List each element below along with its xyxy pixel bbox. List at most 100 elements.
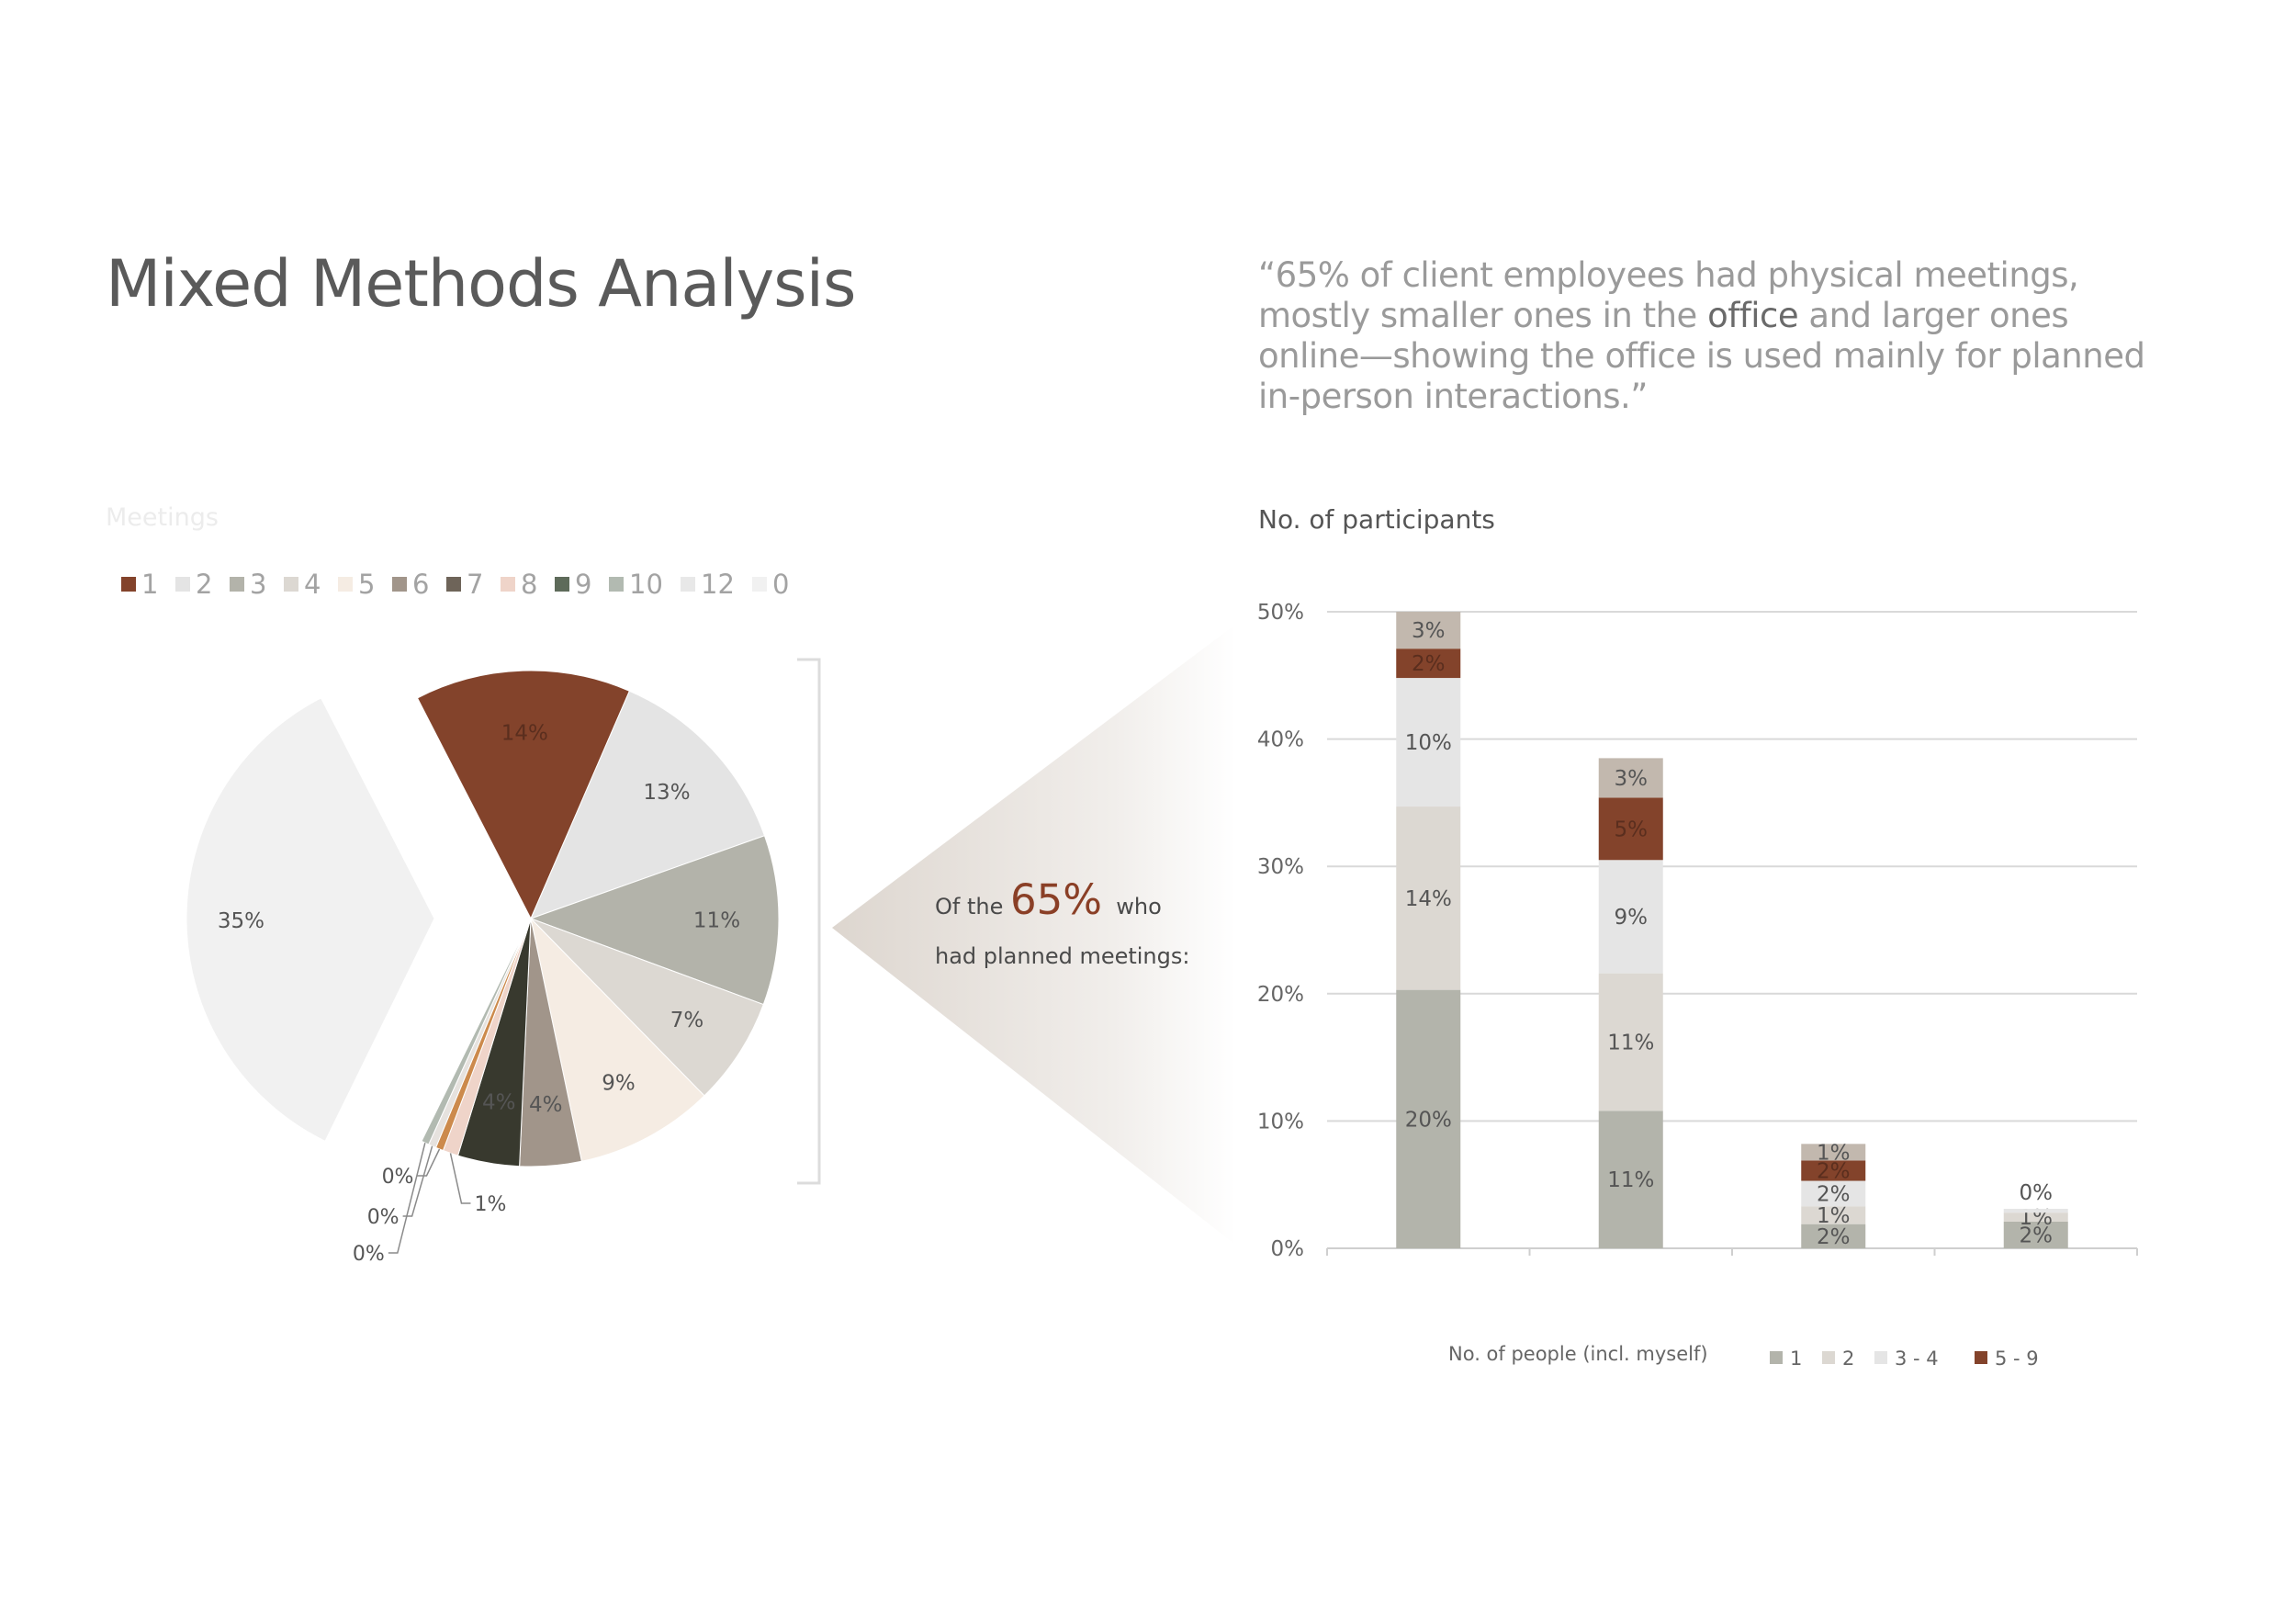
x-axis-label: No. of people (incl. myself) bbox=[1448, 1343, 1708, 1365]
pie-legend-swatch bbox=[681, 577, 695, 592]
pie-legend-swatch bbox=[501, 577, 515, 592]
pie-slice-1 bbox=[416, 670, 631, 920]
bar-legend-swatch bbox=[1770, 1351, 1783, 1364]
y-tick-label: 10% bbox=[1257, 1110, 1304, 1133]
bar-segment bbox=[1396, 612, 1461, 649]
y-tick-label: 50% bbox=[1257, 601, 1304, 625]
y-tick-label: 40% bbox=[1257, 728, 1304, 752]
bar-legend-swatch bbox=[1822, 1351, 1835, 1364]
pie-legend-label: 7 bbox=[467, 569, 483, 600]
bar-segment bbox=[2003, 1221, 2068, 1248]
pie-legend-label: 12 bbox=[701, 569, 735, 600]
pie-legend-swatch bbox=[284, 577, 298, 592]
pie-legend-label: 10 bbox=[629, 569, 663, 600]
bar-legend-label: 2 bbox=[1842, 1348, 1854, 1370]
bar-title: No. of participants bbox=[1258, 504, 1495, 535]
y-tick-label: 30% bbox=[1257, 855, 1304, 879]
bar-data-label: 2% bbox=[1817, 1159, 1851, 1183]
bar-segment bbox=[1396, 648, 1461, 679]
bar-segment bbox=[1598, 860, 1663, 974]
pie-legend-swatch bbox=[446, 577, 461, 592]
bar-data-label: 5% bbox=[1615, 818, 1649, 841]
pie-slice-2 bbox=[530, 690, 766, 919]
pie-title: Meetings bbox=[106, 503, 219, 532]
quote-highlight: office bbox=[1707, 296, 1799, 335]
bar-segment bbox=[1801, 1206, 1866, 1224]
bar-legend-label: 3 - 4 bbox=[1895, 1348, 1939, 1370]
bar-segment bbox=[1396, 806, 1461, 990]
pie-data-label: 13% bbox=[643, 781, 690, 805]
pie-data-label: 11% bbox=[693, 908, 740, 932]
bar-segment bbox=[1801, 1144, 1866, 1161]
bar-data-label: 11% bbox=[1607, 1031, 1654, 1054]
bar-legend-swatch bbox=[1874, 1351, 1887, 1364]
pie-legend-swatch bbox=[392, 577, 407, 592]
bar-segment bbox=[1801, 1180, 1866, 1207]
pie-leader-line bbox=[388, 1143, 426, 1254]
bar-segment bbox=[2003, 1212, 2068, 1222]
bar-segment bbox=[1396, 989, 1461, 1248]
bar-data-label: 2% bbox=[1817, 1225, 1851, 1249]
bar-segment bbox=[1396, 678, 1461, 807]
bar-data-label: 1% bbox=[1817, 1141, 1851, 1165]
pie-data-label: 9% bbox=[602, 1072, 636, 1096]
pie-legend-swatch bbox=[338, 577, 353, 592]
bar-data-label: 11% bbox=[1607, 1168, 1654, 1192]
bar-legend-label: 5 - 9 bbox=[1995, 1348, 2039, 1370]
pie-legend-swatch bbox=[555, 577, 569, 592]
callout-who: who bbox=[1116, 894, 1162, 919]
y-tick-label: 0% bbox=[1271, 1237, 1305, 1261]
bar-data-label: 20% bbox=[1405, 1108, 1452, 1132]
pie-legend-label: 9 bbox=[575, 569, 591, 600]
bar-segment bbox=[1801, 1224, 1866, 1248]
pie-legend-swatch bbox=[121, 577, 136, 592]
pie-legend-label: 6 bbox=[412, 569, 429, 600]
bar-segment bbox=[1598, 973, 1663, 1111]
pie-data-label: 0% bbox=[353, 1243, 385, 1266]
pie-slice-4 bbox=[530, 918, 764, 1097]
pie-legend-label: 0 bbox=[772, 569, 789, 600]
bar-data-label: 1% bbox=[1817, 1204, 1851, 1228]
bar-segment bbox=[1598, 758, 1663, 798]
pie-data-label: 14% bbox=[501, 722, 548, 746]
callout: Of the 65% who had planned meetings: bbox=[935, 873, 1210, 975]
pie-data-label: 1% bbox=[474, 1193, 506, 1216]
y-tick-label: 20% bbox=[1257, 983, 1304, 1007]
callout-line2: had planned meetings: bbox=[935, 943, 1190, 969]
bar-data-label: 2% bbox=[2020, 1224, 2054, 1247]
callout-prefix: Of the bbox=[935, 894, 1004, 919]
pie-legend-swatch bbox=[230, 577, 244, 592]
pie-bracket bbox=[797, 658, 821, 1185]
pie-legend-label: 4 bbox=[304, 569, 321, 600]
bar-legend-label: 1 bbox=[1790, 1348, 1802, 1370]
bar-data-label: 14% bbox=[1405, 887, 1452, 911]
bar-data-label: 9% bbox=[1615, 906, 1649, 930]
pie-legend-swatch bbox=[752, 577, 767, 592]
bar-legend-swatch bbox=[1975, 1351, 1987, 1364]
bar-segment bbox=[1598, 797, 1663, 861]
pie-legend-label: 2 bbox=[196, 569, 212, 600]
bar-data-label: 3% bbox=[1615, 767, 1649, 791]
pie-data-label: 4% bbox=[529, 1093, 563, 1117]
pie-legend-swatch bbox=[609, 577, 624, 592]
pie-legend-label: 5 bbox=[358, 569, 375, 600]
quote-text: “65% of client employees had physical me… bbox=[1258, 255, 2158, 417]
bar-data-label: 3% bbox=[1412, 619, 1446, 643]
pie-slice-3 bbox=[529, 835, 780, 1006]
pie-data-label: 35% bbox=[218, 909, 264, 933]
pie-data-label: 0% bbox=[382, 1166, 414, 1189]
bar-segment bbox=[2003, 1209, 2068, 1213]
bar-data-label: 2% bbox=[1412, 652, 1446, 676]
pie-slice-5 bbox=[530, 917, 705, 1162]
pie-legend-swatch bbox=[175, 577, 190, 592]
pie-leader-line bbox=[417, 1148, 441, 1177]
page-title: Mixed Methods Analysis bbox=[106, 246, 857, 321]
bar-segment bbox=[1801, 1160, 1866, 1181]
bar-data-label: 0% bbox=[2020, 1181, 2054, 1205]
bar-segment bbox=[1598, 1111, 1663, 1248]
callout-percentage: 65% bbox=[1010, 875, 1103, 924]
pie-data-label: 4% bbox=[482, 1091, 516, 1115]
quote-part-2: and larger ones online—showing the offic… bbox=[1258, 296, 2145, 416]
